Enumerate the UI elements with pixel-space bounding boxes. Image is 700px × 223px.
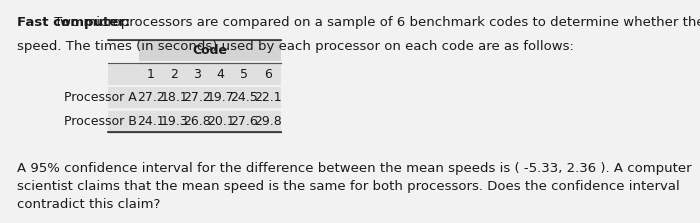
Text: Two microprocessors are compared on a sample of 6 benchmark codes to determine w: Two microprocessors are compared on a sa… [50, 16, 700, 29]
Text: Code: Code [193, 44, 228, 57]
Text: Fast computer:: Fast computer: [17, 16, 130, 29]
Text: 19.7: 19.7 [206, 91, 235, 104]
FancyBboxPatch shape [108, 111, 281, 132]
Text: 29.8: 29.8 [254, 115, 282, 128]
Text: 27.2: 27.2 [137, 91, 164, 104]
Text: 27.2: 27.2 [183, 91, 211, 104]
Text: 19.3: 19.3 [160, 115, 188, 128]
Text: 5: 5 [240, 68, 248, 81]
FancyBboxPatch shape [108, 87, 281, 108]
Text: 24.1: 24.1 [137, 115, 164, 128]
Text: 1: 1 [147, 68, 155, 81]
Text: 4: 4 [217, 68, 225, 81]
FancyBboxPatch shape [139, 40, 281, 61]
Text: Processor A: Processor A [64, 91, 137, 104]
Text: 3: 3 [193, 68, 202, 81]
Text: 24.5: 24.5 [230, 91, 258, 104]
Text: 26.8: 26.8 [183, 115, 211, 128]
Text: 2: 2 [170, 68, 178, 81]
Text: 6: 6 [265, 68, 272, 81]
Text: 18.1: 18.1 [160, 91, 188, 104]
Text: Processor B: Processor B [64, 115, 137, 128]
Text: speed. The times (in seconds) used by each processor on each code are as follows: speed. The times (in seconds) used by ea… [17, 40, 574, 53]
Text: A 95% confidence interval for the difference between the mean speeds is ( -5.33,: A 95% confidence interval for the differ… [17, 162, 692, 211]
Text: 27.6: 27.6 [230, 115, 258, 128]
Text: 22.1: 22.1 [254, 91, 282, 104]
Text: 20.1: 20.1 [206, 115, 235, 128]
FancyBboxPatch shape [108, 64, 281, 85]
